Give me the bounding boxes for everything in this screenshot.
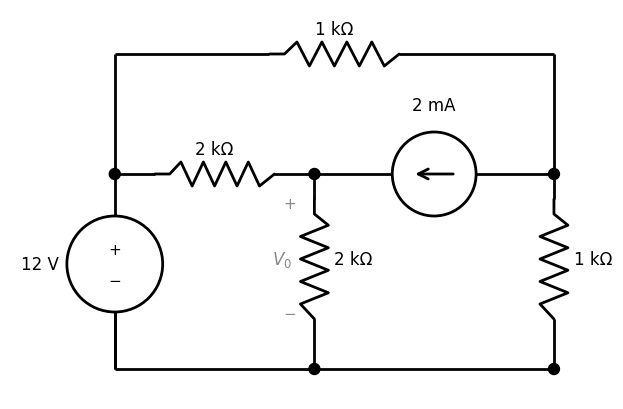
Text: −: −	[108, 273, 121, 288]
Circle shape	[548, 364, 559, 375]
Text: 2 mA: 2 mA	[412, 97, 456, 115]
Text: 1 kΩ: 1 kΩ	[315, 21, 354, 39]
Text: +: +	[283, 197, 297, 212]
Text: −: −	[283, 307, 297, 322]
Text: +: +	[108, 243, 121, 258]
Text: 12 V: 12 V	[21, 255, 59, 273]
Text: 2 kΩ: 2 kΩ	[196, 141, 234, 159]
Circle shape	[109, 169, 120, 180]
Text: $V_0$: $V_0$	[272, 249, 292, 270]
Circle shape	[309, 169, 320, 180]
Circle shape	[548, 169, 559, 180]
Circle shape	[309, 364, 320, 375]
Text: 2 kΩ: 2 kΩ	[335, 250, 373, 268]
Text: 1 kΩ: 1 kΩ	[574, 250, 612, 268]
